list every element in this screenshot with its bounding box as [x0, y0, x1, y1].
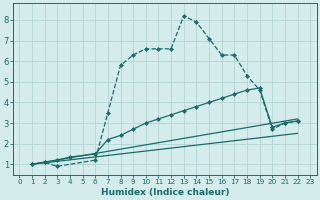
X-axis label: Humidex (Indice chaleur): Humidex (Indice chaleur): [100, 188, 229, 197]
